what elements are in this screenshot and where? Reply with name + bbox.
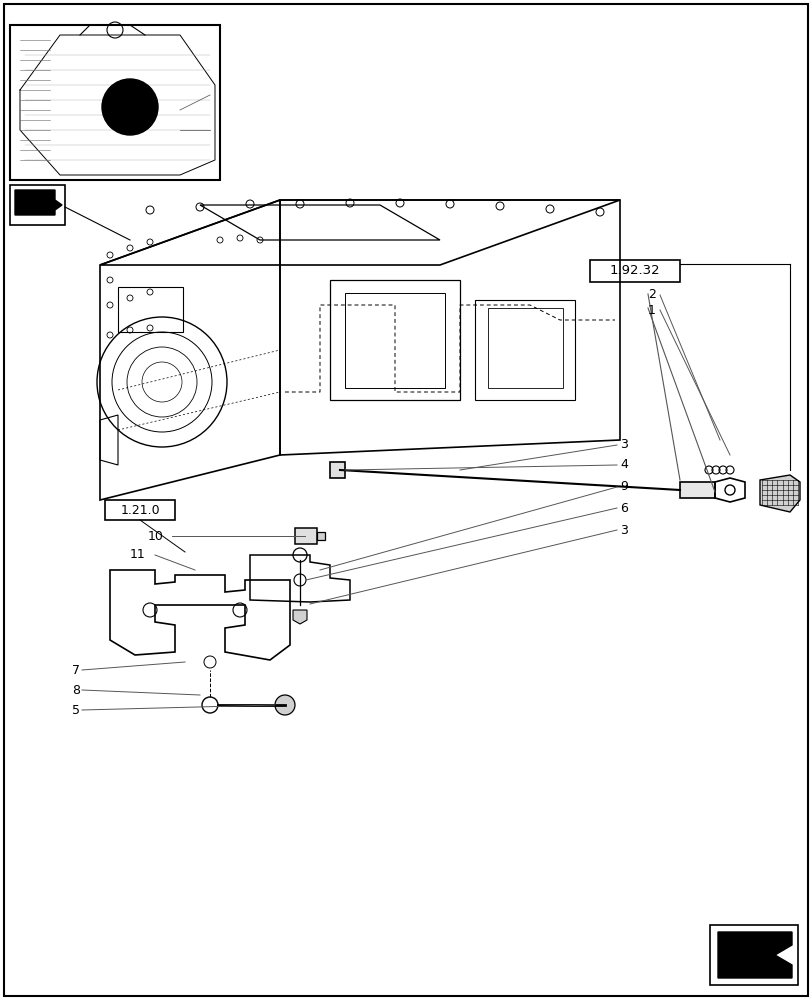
Text: 10: 10 bbox=[148, 530, 164, 542]
Text: 8: 8 bbox=[72, 684, 80, 696]
Bar bbox=[329, 280, 460, 400]
Text: 6: 6 bbox=[620, 502, 627, 514]
Polygon shape bbox=[293, 610, 307, 624]
Text: 1: 1 bbox=[647, 304, 655, 316]
Text: 7: 7 bbox=[72, 664, 80, 676]
Bar bbox=[487, 308, 562, 388]
Circle shape bbox=[102, 79, 158, 135]
Text: 9: 9 bbox=[620, 481, 627, 493]
Polygon shape bbox=[759, 475, 799, 512]
Bar bbox=[474, 300, 574, 400]
Bar bbox=[10, 185, 65, 225]
Text: 1.92.32: 1.92.32 bbox=[609, 264, 659, 277]
Bar bbox=[316, 532, 324, 540]
Text: 1.21.0: 1.21.0 bbox=[120, 504, 160, 516]
Text: 2: 2 bbox=[647, 288, 655, 302]
Bar bbox=[345, 293, 444, 388]
Bar bbox=[105, 500, 175, 520]
Text: 3: 3 bbox=[620, 438, 627, 452]
Bar bbox=[590, 260, 679, 282]
Bar bbox=[679, 482, 714, 498]
Circle shape bbox=[275, 695, 294, 715]
Text: 11: 11 bbox=[130, 548, 145, 562]
Bar bbox=[709, 925, 797, 985]
Bar bbox=[329, 462, 345, 478]
Text: 4: 4 bbox=[620, 458, 627, 472]
Polygon shape bbox=[15, 190, 62, 215]
Polygon shape bbox=[717, 932, 791, 978]
Bar bbox=[294, 528, 316, 544]
Text: 5: 5 bbox=[72, 704, 80, 716]
Bar bbox=[118, 287, 182, 332]
Text: 3: 3 bbox=[620, 524, 627, 536]
Bar bbox=[10, 25, 220, 180]
